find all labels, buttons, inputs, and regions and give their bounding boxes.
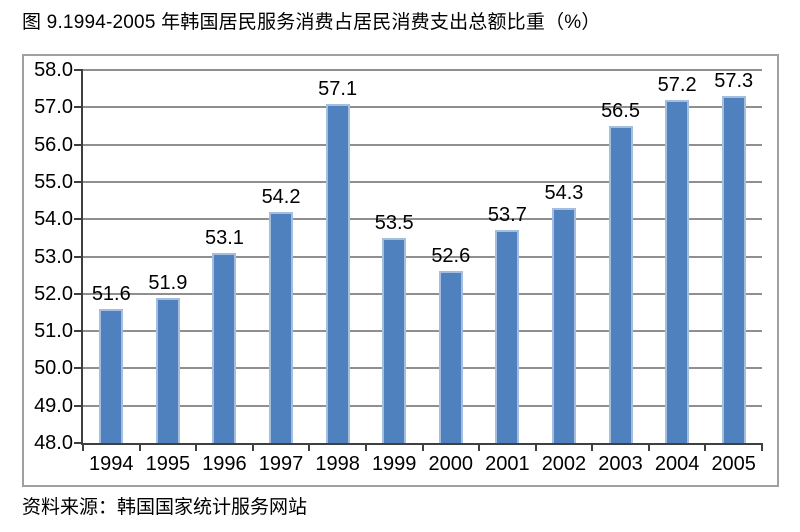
bar-1998	[325, 103, 350, 443]
x-axis-tick	[534, 443, 537, 451]
x-axis-tick	[195, 443, 198, 451]
chart-frame: 48.0 49.0 50.0 51.0 52.0 53.0 54.0 55.0 56.0 57.0…	[22, 54, 779, 487]
y-axis-label: 52.0	[34, 282, 73, 305]
bar-2003	[608, 125, 633, 443]
bar-value-label: 54.3	[544, 182, 584, 204]
y-axis-tick	[74, 292, 83, 295]
x-axis-label: 2001	[485, 453, 530, 475]
y-axis-tick	[74, 330, 83, 333]
bar-2004	[665, 99, 690, 443]
bar-value-label: 53.1	[204, 226, 244, 249]
chart-title: 图 9.1994-2005 年韩国居民服务消费占居民消费支出总额比重（%）	[22, 12, 601, 33]
x-axis-tick	[421, 443, 424, 451]
bar-2000	[438, 271, 463, 443]
bar-1997	[269, 211, 294, 443]
bar-2005	[721, 96, 746, 443]
gridline	[83, 367, 762, 370]
x-axis-label: 2002	[541, 453, 587, 475]
x-axis-tick	[82, 443, 84, 451]
y-axis-label: 58.0	[34, 59, 73, 81]
x-axis-tick	[364, 443, 367, 451]
x-axis-label: 2000	[428, 453, 474, 475]
bar-value-label: 53.5	[374, 211, 414, 234]
x-axis-label: 2003	[598, 453, 643, 475]
x-axis-tick	[761, 443, 763, 451]
y-axis-tick	[74, 404, 83, 407]
y-axis-tick	[74, 143, 83, 146]
y-axis-tick	[74, 69, 83, 71]
y-axis-label: 49.0	[34, 394, 73, 417]
x-axis-tick	[478, 443, 481, 451]
gridline	[83, 218, 762, 221]
bar-value-label: 51.9	[148, 271, 188, 294]
bar-1994	[99, 308, 124, 443]
plot-area: 48.0 49.0 50.0 51.0 52.0 53.0 54.0 55.0 56.0 57.0…	[34, 59, 763, 475]
x-axis-label: 2005	[711, 453, 756, 475]
source-note: 资料来源：韩国国家统计服务网站	[22, 497, 308, 518]
bar-1999	[382, 237, 407, 443]
x-axis-tick	[647, 443, 650, 451]
y-axis-label: 55.0	[34, 170, 73, 193]
bar-1995	[155, 297, 180, 443]
y-axis-tick	[74, 442, 83, 444]
bar-value-label: 56.5	[601, 99, 640, 122]
bar-value-label: 53.7	[487, 204, 527, 227]
bar-2002	[551, 208, 576, 443]
x-axis-tick	[308, 443, 311, 451]
y-axis-label: 54.0	[34, 208, 73, 231]
y-axis-tick	[74, 255, 83, 258]
x-axis-label: 1999	[371, 453, 417, 475]
bar-1996	[212, 252, 237, 443]
x-axis-tick	[138, 443, 141, 451]
x-axis-tick	[251, 443, 254, 451]
x-axis-tick	[591, 443, 594, 451]
bar-value-label: 52.6	[431, 245, 471, 268]
x-axis-label: 1995	[145, 453, 191, 475]
bar-value-label: 54.2	[261, 185, 301, 208]
y-axis-tick	[74, 106, 83, 109]
y-axis-label: 53.0	[34, 245, 73, 268]
y-axis-label: 50.0	[34, 357, 73, 380]
gridline	[83, 106, 762, 109]
bar-2001	[495, 230, 520, 443]
gridline	[83, 255, 762, 258]
gridline	[83, 69, 762, 71]
x-axis-label: 1996	[202, 453, 247, 475]
bar-value-label: 57.1	[318, 77, 358, 100]
x-axis-label: 1998	[315, 453, 360, 475]
y-axis-label: 56.0	[34, 133, 73, 156]
y-axis-label: 48.0	[34, 432, 73, 454]
bar-value-label: 57.2	[657, 73, 697, 96]
gridline	[83, 330, 762, 333]
gridline	[83, 404, 762, 407]
gridline	[83, 143, 762, 146]
y-axis-label: 51.0	[34, 320, 73, 343]
x-axis-tick	[704, 443, 707, 451]
x-axis-label: 1997	[258, 453, 304, 475]
y-axis-line	[81, 70, 83, 445]
gridline	[83, 180, 762, 183]
bar-value-label: 51.6	[91, 282, 131, 305]
y-axis-label: 57.0	[34, 96, 73, 119]
y-axis-tick	[74, 367, 83, 370]
x-axis-label: 2004	[654, 453, 700, 475]
gridline	[83, 292, 762, 295]
y-axis-tick	[74, 180, 83, 183]
x-axis-label: 1994	[89, 453, 134, 475]
y-axis-tick	[74, 218, 83, 221]
bar-value-label: 57.3	[714, 70, 754, 93]
